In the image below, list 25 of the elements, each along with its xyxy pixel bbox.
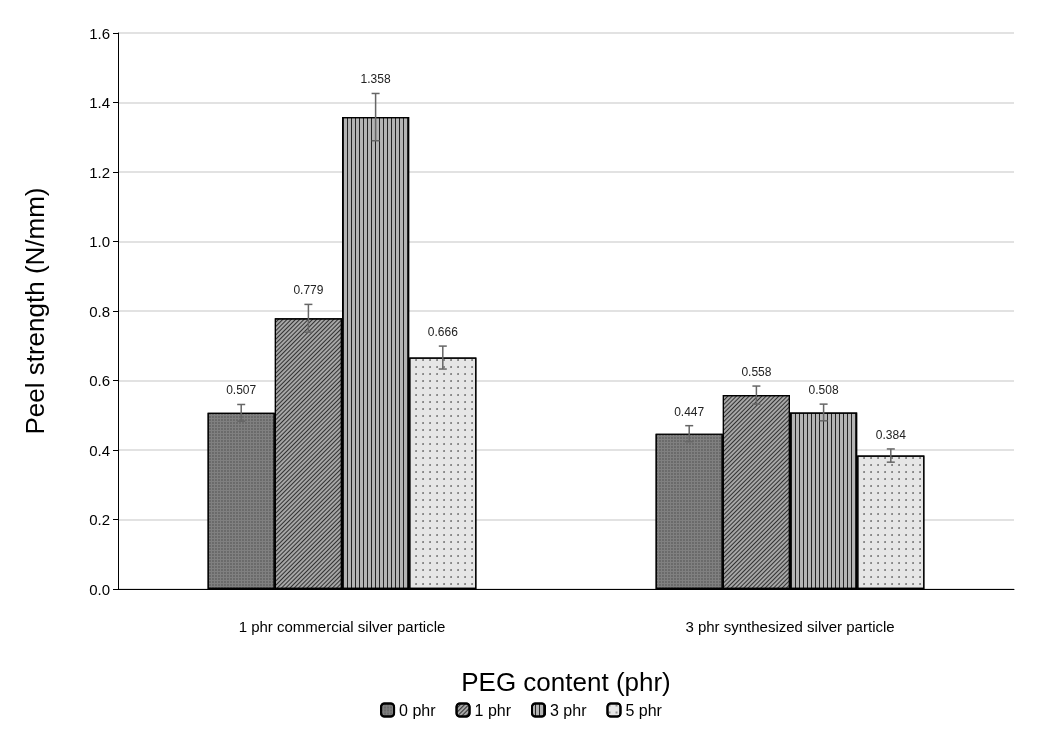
y-tick-label: 1.0	[89, 233, 110, 250]
y-tick-label: 0.0	[89, 580, 110, 598]
data-label: 0.507	[226, 383, 257, 398]
legend-label: 0 phr	[399, 701, 437, 719]
data-label: 0.666	[427, 325, 459, 340]
data-label: 0.558	[741, 365, 772, 380]
y-tick-label: 1.4	[89, 94, 110, 111]
y-tick-label: 0.2	[89, 511, 110, 528]
data-label: 0.447	[674, 404, 705, 419]
data-label: 0.508	[808, 383, 839, 398]
y-tick-label: 0.6	[89, 372, 110, 389]
y-tick-label: 1.6	[89, 24, 110, 42]
x-axis-title: PEG content (phr)	[461, 667, 671, 697]
y-axis-title: Peel strength (N/mm)	[20, 187, 50, 435]
y-tick-label: 0.4	[89, 441, 110, 459]
data-label: 0.779	[293, 283, 324, 298]
data-label: 0.384	[875, 427, 907, 442]
data-label: 1.358	[360, 72, 391, 87]
legend-label: 5 phr	[625, 701, 663, 719]
y-tick-label: 0.8	[89, 302, 110, 320]
legend-label: 1 phr	[474, 701, 512, 719]
legend-label: 3 phr	[550, 701, 588, 719]
x-tick-label: 1 phr commercial silver particle	[238, 618, 446, 635]
y-tick-label: 1.2	[89, 163, 110, 181]
x-tick-label: 3 phr synthesized silver particle	[685, 618, 895, 635]
